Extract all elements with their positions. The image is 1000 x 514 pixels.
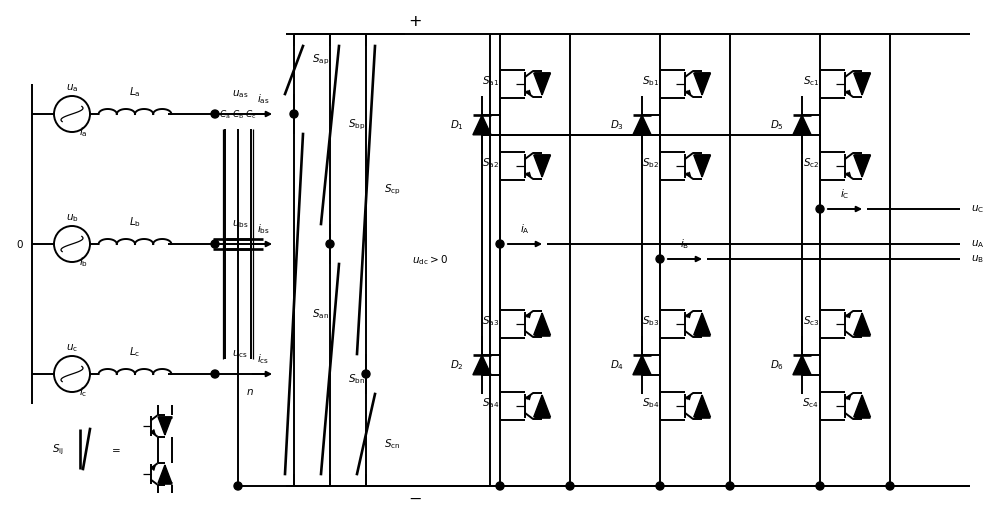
Polygon shape <box>534 155 550 177</box>
Text: $S_{\mathrm{a3}}$: $S_{\mathrm{a3}}$ <box>482 314 499 328</box>
Text: $i_{\mathrm{cs}}$: $i_{\mathrm{cs}}$ <box>257 352 269 366</box>
Polygon shape <box>854 395 870 417</box>
Circle shape <box>496 482 504 490</box>
Polygon shape <box>158 417 172 435</box>
Text: $D_{3}$: $D_{3}$ <box>610 118 624 132</box>
Text: $S_{\mathrm{a4}}$: $S_{\mathrm{a4}}$ <box>482 396 499 410</box>
Circle shape <box>211 240 219 248</box>
Polygon shape <box>793 355 811 375</box>
Text: $S_{\mathrm{cp}}$: $S_{\mathrm{cp}}$ <box>384 183 401 197</box>
Polygon shape <box>694 73 710 95</box>
Text: $S_{\mathrm{c2}}$: $S_{\mathrm{c2}}$ <box>803 156 819 170</box>
Text: $u_{\mathrm{dc}}{>}0$: $u_{\mathrm{dc}}{>}0$ <box>412 253 448 267</box>
Circle shape <box>726 482 734 490</box>
Text: $i_{\mathrm{b}}$: $i_{\mathrm{b}}$ <box>79 255 88 269</box>
Circle shape <box>566 482 574 490</box>
Text: $S_{\mathrm{c1}}$: $S_{\mathrm{c1}}$ <box>803 74 819 88</box>
Text: $u_{\mathrm{c}}$: $u_{\mathrm{c}}$ <box>66 342 78 354</box>
Text: $D_{2}$: $D_{2}$ <box>450 358 464 372</box>
Text: $u_{\mathrm{bs}}$: $u_{\mathrm{bs}}$ <box>232 218 248 230</box>
Text: $D_{5}$: $D_{5}$ <box>770 118 784 132</box>
Circle shape <box>234 482 242 490</box>
Text: $u_{\mathrm{b}}$: $u_{\mathrm{b}}$ <box>66 212 78 224</box>
Text: $S_{\mathrm{b3}}$: $S_{\mathrm{b3}}$ <box>642 314 659 328</box>
Text: $u_{\mathrm{cs}}$: $u_{\mathrm{cs}}$ <box>232 348 248 360</box>
Text: $S_{\mathrm{c4}}$: $S_{\mathrm{c4}}$ <box>802 396 819 410</box>
Text: $S_{\mathrm{b2}}$: $S_{\mathrm{b2}}$ <box>642 156 659 170</box>
Polygon shape <box>473 355 491 375</box>
Circle shape <box>886 482 894 490</box>
Text: $i_{\mathrm{c}}$: $i_{\mathrm{c}}$ <box>79 385 88 399</box>
Text: $i_{\mathrm{bs}}$: $i_{\mathrm{bs}}$ <box>257 222 269 236</box>
Text: $L_{\mathrm{a}}$: $L_{\mathrm{a}}$ <box>129 85 141 99</box>
Text: $D_{4}$: $D_{4}$ <box>610 358 624 372</box>
Polygon shape <box>694 155 710 177</box>
Circle shape <box>362 370 370 378</box>
Text: $C_{\mathrm{c}}$: $C_{\mathrm{c}}$ <box>245 109 257 121</box>
Polygon shape <box>793 115 811 135</box>
Text: $S_{\mathrm{an}}$: $S_{\mathrm{an}}$ <box>312 307 329 321</box>
Text: $S_{\mathrm{b4}}$: $S_{\mathrm{b4}}$ <box>642 396 659 410</box>
Text: $S_{\mathrm{a1}}$: $S_{\mathrm{a1}}$ <box>482 74 499 88</box>
Circle shape <box>656 482 664 490</box>
Polygon shape <box>694 395 710 417</box>
Text: $-$: $-$ <box>408 489 422 506</box>
Polygon shape <box>534 73 550 95</box>
Text: $u_{\mathrm{as}}$: $u_{\mathrm{as}}$ <box>232 88 248 100</box>
Text: $u_{\mathrm{C}}$: $u_{\mathrm{C}}$ <box>971 203 985 215</box>
Polygon shape <box>854 73 870 95</box>
Text: $C_{\mathrm{b}}$: $C_{\mathrm{b}}$ <box>232 109 244 121</box>
Circle shape <box>211 110 219 118</box>
Text: $i_{\mathrm{as}}$: $i_{\mathrm{as}}$ <box>257 92 269 106</box>
Polygon shape <box>633 115 651 135</box>
Polygon shape <box>633 355 651 375</box>
Text: $S_{\mathrm{a2}}$: $S_{\mathrm{a2}}$ <box>482 156 499 170</box>
Text: $i_{\mathrm{a}}$: $i_{\mathrm{a}}$ <box>79 125 88 139</box>
Text: $=$: $=$ <box>109 446 121 454</box>
Text: $S_{\mathrm{ap}}$: $S_{\mathrm{ap}}$ <box>312 53 329 67</box>
Text: $S_{\mathrm{bn}}$: $S_{\mathrm{bn}}$ <box>348 372 365 386</box>
Circle shape <box>816 482 824 490</box>
Circle shape <box>496 240 504 248</box>
Text: $C_{\mathrm{a}}$: $C_{\mathrm{a}}$ <box>219 109 231 121</box>
Text: $u_{\mathrm{A}}$: $u_{\mathrm{A}}$ <box>971 238 985 250</box>
Circle shape <box>290 110 298 118</box>
Text: $u_{\mathrm{a}}$: $u_{\mathrm{a}}$ <box>66 82 78 94</box>
Polygon shape <box>854 155 870 177</box>
Polygon shape <box>534 395 550 417</box>
Circle shape <box>211 370 219 378</box>
Text: $i_{\mathrm{C}}$: $i_{\mathrm{C}}$ <box>840 187 850 201</box>
Text: $n$: $n$ <box>246 387 254 397</box>
Text: $S_{\mathrm{ij}}$: $S_{\mathrm{ij}}$ <box>52 443 64 457</box>
Circle shape <box>656 255 664 263</box>
Text: $u_{\mathrm{B}}$: $u_{\mathrm{B}}$ <box>971 253 985 265</box>
Polygon shape <box>473 115 491 135</box>
Text: $L_{\mathrm{b}}$: $L_{\mathrm{b}}$ <box>129 215 141 229</box>
Text: $i_{\mathrm{A}}$: $i_{\mathrm{A}}$ <box>520 222 530 236</box>
Circle shape <box>326 240 334 248</box>
Text: $S_{\mathrm{c3}}$: $S_{\mathrm{c3}}$ <box>803 314 819 328</box>
Text: $D_{1}$: $D_{1}$ <box>450 118 464 132</box>
Text: $L_{\mathrm{c}}$: $L_{\mathrm{c}}$ <box>129 345 141 359</box>
Text: $i_{\mathrm{B}}$: $i_{\mathrm{B}}$ <box>680 237 690 251</box>
Text: $S_{\mathrm{b1}}$: $S_{\mathrm{b1}}$ <box>642 74 659 88</box>
Text: $S_{\mathrm{cn}}$: $S_{\mathrm{cn}}$ <box>384 437 401 451</box>
Circle shape <box>816 205 824 213</box>
Polygon shape <box>534 313 550 335</box>
Polygon shape <box>854 313 870 335</box>
Text: $D_{6}$: $D_{6}$ <box>770 358 784 372</box>
Polygon shape <box>158 465 172 483</box>
Text: $+$: $+$ <box>408 13 422 30</box>
Text: $S_{\mathrm{bp}}$: $S_{\mathrm{bp}}$ <box>348 118 365 132</box>
Text: $0$: $0$ <box>16 238 24 250</box>
Polygon shape <box>694 313 710 335</box>
